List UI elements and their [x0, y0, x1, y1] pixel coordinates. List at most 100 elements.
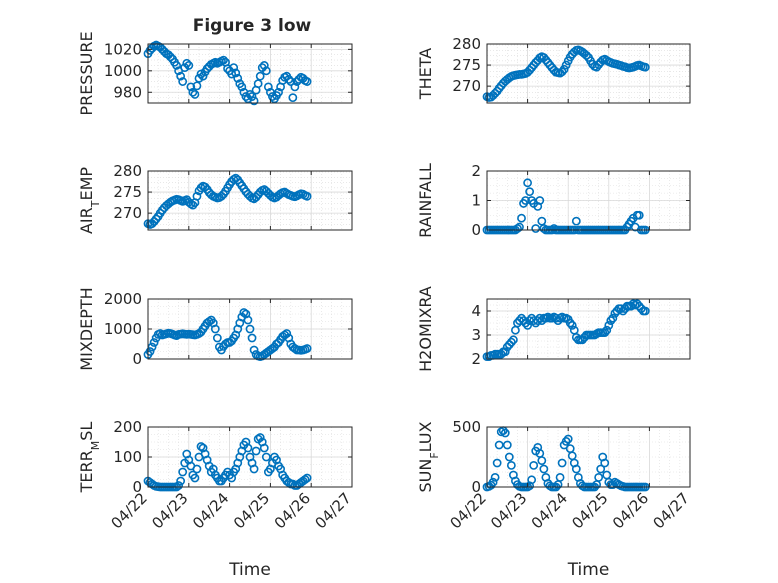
y-tick-label: 500: [452, 418, 481, 436]
data-point: [247, 92, 257, 101]
data-point: [300, 475, 310, 484]
y-tick-label: 280: [113, 162, 142, 180]
data-point: [178, 77, 188, 86]
data-point: [210, 324, 220, 334]
data-point: [219, 55, 228, 65]
data-point: [582, 50, 591, 60]
data-point: [251, 446, 261, 456]
data-point: [249, 464, 259, 474]
y-tick-label: 1020: [104, 40, 142, 58]
y-tick-label: 2: [471, 162, 481, 180]
y-axis-label: MIXDEPTH: [77, 287, 96, 370]
axes-box: [486, 43, 691, 104]
y-axis-label: THETA: [416, 48, 435, 100]
data-point: [608, 313, 618, 323]
x-axis-label: Time: [228, 560, 271, 580]
axes-box: [486, 426, 691, 488]
data-point: [286, 77, 296, 86]
x-axis-label: Time: [567, 560, 610, 580]
data-point: [502, 440, 512, 450]
data-point: [229, 63, 239, 72]
data-point: [529, 460, 539, 470]
data-point: [500, 428, 510, 438]
data-point: [559, 64, 569, 74]
y-tick-label: 0: [132, 350, 142, 368]
data-point: [223, 64, 232, 74]
y-tick-label: 1: [471, 192, 481, 210]
subplot-air-temp: 270 275 280 AIRTEMP: [77, 162, 353, 234]
subplot-rainfall: 0 1 2 RAINFALL: [416, 162, 691, 239]
subplot-h2omixra: 2 3 4 H2OMIXRA: [416, 286, 691, 372]
y-tick-label: 270: [452, 77, 481, 95]
y-axis-label: H2OMIXRA: [416, 286, 435, 372]
data-point: [508, 335, 518, 345]
data-point: [249, 96, 259, 106]
data-point: [245, 90, 255, 99]
data-point: [255, 71, 265, 81]
data-point: [255, 433, 265, 442]
data-point: [192, 191, 202, 201]
data-point: [567, 320, 577, 330]
data-point: [172, 61, 181, 70]
data-point: [192, 464, 202, 474]
data-point: [243, 443, 253, 453]
figure-title: Figure 3 low: [193, 16, 312, 36]
data-point: [302, 191, 312, 201]
y-tick-label: 1000: [104, 320, 142, 338]
data-point: [176, 476, 186, 486]
data-point: [239, 308, 249, 317]
y-tick-label: 270: [113, 204, 142, 222]
data-point: [523, 320, 532, 330]
data-point: [596, 464, 606, 474]
data-point: [253, 79, 263, 89]
y-axis-label: RAINFALL: [416, 163, 435, 238]
data-point: [640, 306, 650, 316]
y-tick-label: 3: [471, 326, 481, 344]
data-point: [527, 475, 537, 485]
data-point: [190, 473, 200, 483]
data-point: [243, 315, 253, 325]
data-point: [274, 87, 283, 97]
data-markers: [143, 308, 312, 361]
data-markers: [482, 299, 650, 361]
data-point: [212, 333, 222, 343]
data-point: [500, 347, 510, 357]
data-point: [186, 82, 196, 92]
data-point: [204, 317, 214, 326]
data-point: [247, 333, 257, 343]
subplot-theta: 270 275 280 THETA: [416, 35, 691, 104]
data-point: [302, 473, 312, 483]
y-tick-label: 2: [471, 350, 481, 368]
data-point: [155, 329, 165, 338]
y-axis-label: AIRTEMP: [77, 167, 102, 234]
data-point: [634, 210, 644, 220]
data-point: [604, 320, 614, 330]
y-tick-label: 0: [132, 478, 142, 496]
data-point: [535, 196, 545, 205]
data-point: [571, 464, 581, 474]
data-point: [506, 460, 516, 470]
data-point: [549, 224, 559, 233]
data-point: [488, 477, 498, 487]
data-point: [149, 338, 159, 347]
data-point: [268, 92, 277, 101]
data-point: [531, 224, 541, 233]
data-point: [565, 318, 575, 328]
data-point: [525, 187, 535, 197]
data-point: [288, 93, 298, 103]
subplot-pressure: 980 1000 1020 PRESSURE: [77, 31, 353, 116]
data-point: [537, 456, 547, 465]
data-point: [302, 77, 312, 86]
data-point: [551, 313, 561, 323]
y-tick-label: 200: [113, 418, 142, 436]
y-axis-label: PRESSURE: [77, 31, 96, 115]
data-point: [504, 452, 514, 462]
data-point: [506, 337, 516, 347]
data-point: [198, 71, 208, 81]
data-markers: [482, 45, 650, 102]
data-point: [517, 213, 526, 223]
data-point: [571, 216, 581, 226]
data-point: [237, 82, 247, 92]
